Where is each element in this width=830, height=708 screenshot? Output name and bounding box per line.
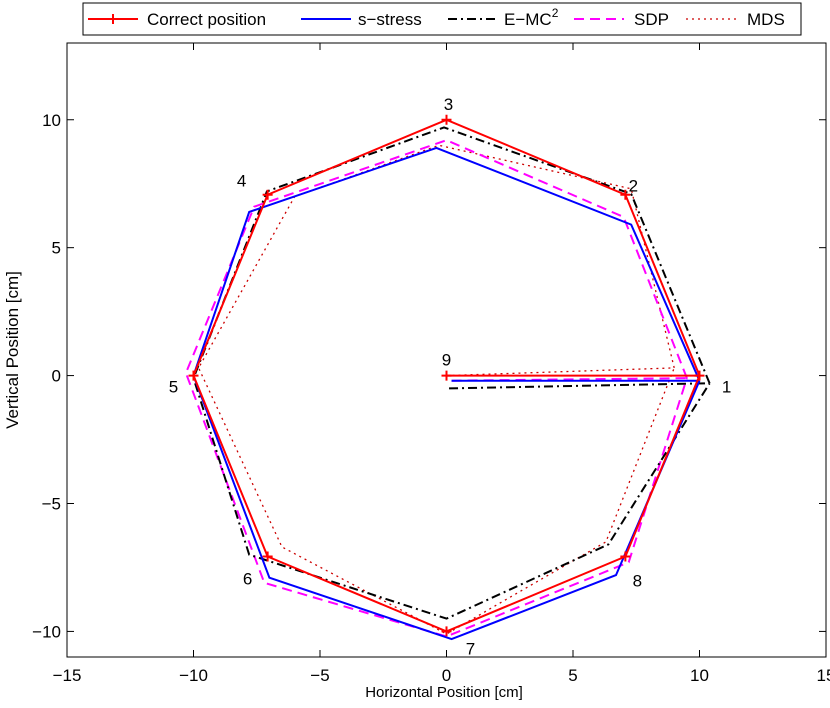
point-label-8: 8 xyxy=(633,571,642,590)
point-labels: 1 2 3 4 5 6 7 8 9 xyxy=(169,95,732,659)
y-tick-label: 10 xyxy=(42,111,61,130)
series-5 xyxy=(197,144,675,635)
plus-marker xyxy=(262,551,273,562)
point-label-1: 1 xyxy=(722,378,731,397)
plus-marker xyxy=(441,370,452,381)
series-line xyxy=(197,144,675,635)
y-tick-label: −5 xyxy=(42,495,61,514)
plus-marker xyxy=(441,114,452,125)
point-label-5: 5 xyxy=(169,378,178,397)
legend: Correct position s−stress E−MC2 SDP MDS xyxy=(82,2,802,36)
series-spoke xyxy=(446,367,675,377)
plus-marker xyxy=(262,189,273,200)
plus-marker xyxy=(694,370,705,381)
x-tick-label: 0 xyxy=(442,666,451,685)
point-label-6: 6 xyxy=(243,569,252,588)
x-tick-label: 10 xyxy=(690,666,709,685)
y-tick-label: 0 xyxy=(52,367,61,386)
x-tick-label: −15 xyxy=(53,666,82,685)
legend-label-3: E−MC2 xyxy=(504,6,559,29)
legend-label-1: Correct position xyxy=(147,10,266,29)
legend-box xyxy=(82,2,802,36)
x-tick-label: −10 xyxy=(179,666,208,685)
plus-marker xyxy=(620,551,631,562)
point-label-7: 7 xyxy=(466,639,475,658)
point-label-4: 4 xyxy=(237,172,246,191)
plot-area xyxy=(66,42,827,658)
y-tick-label: 5 xyxy=(52,239,61,258)
legend-label-4: SDP xyxy=(634,10,669,29)
legend-plus-marker xyxy=(108,14,118,24)
legend-label-5: MDS xyxy=(747,10,785,29)
point-label-3: 3 xyxy=(444,95,453,114)
plus-marker xyxy=(441,626,452,637)
series-layer xyxy=(184,114,711,641)
point-label-2: 2 xyxy=(629,177,638,196)
y-tick-label: −10 xyxy=(32,622,61,641)
series-1 xyxy=(188,114,705,637)
plus-marker xyxy=(188,370,199,381)
x-tick-label: 5 xyxy=(568,666,577,685)
legend-label-2: s−stress xyxy=(358,10,422,29)
y-axis-title: Vertical Position [cm] xyxy=(3,271,22,429)
series-spoke xyxy=(449,382,710,390)
plus-marker xyxy=(620,189,631,200)
point-label-9: 9 xyxy=(442,351,451,370)
x-axis-title: Horizontal Position [cm] xyxy=(365,684,523,701)
x-tick-label: −5 xyxy=(310,666,329,685)
x-tick-label: 15 xyxy=(817,666,830,685)
